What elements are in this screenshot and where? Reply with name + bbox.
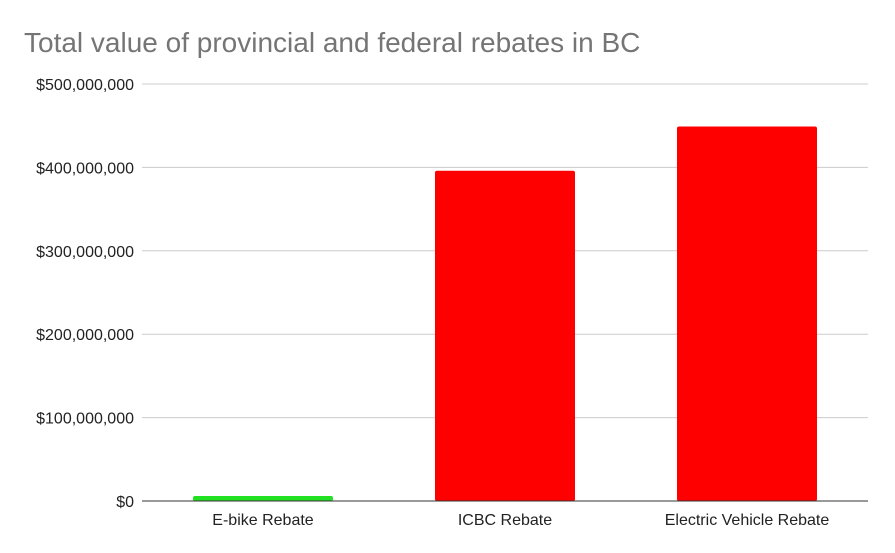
y-tick-label: $400,000,000	[36, 160, 134, 177]
bars	[193, 126, 817, 501]
bar	[677, 126, 817, 501]
y-tick-label: $500,000,000	[36, 77, 134, 94]
bar	[193, 495, 333, 501]
x-category-label: E-bike Rebate	[212, 512, 313, 529]
x-axis-category-labels: E-bike Rebate ICBC Rebate Electric Vehicle…	[212, 512, 829, 529]
x-category-label: Electric Vehicle Rebate	[665, 512, 830, 529]
y-tick-label: $100,000,000	[36, 411, 134, 428]
y-tick-label: $300,000,000	[36, 244, 134, 261]
chart-title: Total value of provincial and federal re…	[24, 27, 640, 58]
x-category-label: ICBC Rebate	[458, 512, 552, 529]
y-tick-label: $200,000,000	[36, 327, 134, 344]
bar	[435, 170, 575, 501]
y-tick-label: $0	[116, 494, 134, 511]
y-axis-tick-labels: $0 $100,000,000 $200,000,000 $300,000,000 $4…	[36, 77, 134, 511]
